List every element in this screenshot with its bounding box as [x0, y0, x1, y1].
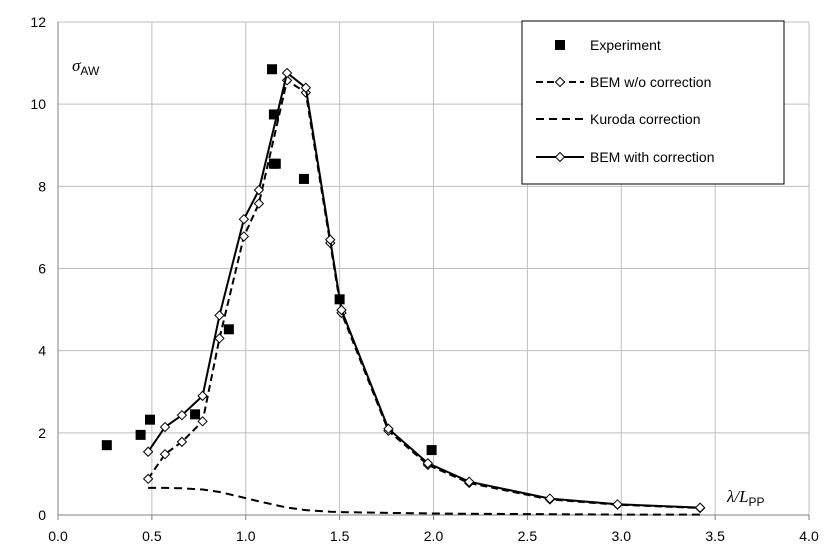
y-axis-label-main: σ	[72, 56, 81, 75]
y-tick-label: 4	[38, 343, 46, 359]
y-axis-label-subscript: AW	[80, 64, 100, 78]
legend-item: Kuroda correction	[536, 111, 701, 127]
series-bem-with-correction	[142, 67, 706, 513]
series-line	[148, 486, 701, 516]
series-point	[612, 499, 623, 510]
x-tick-label: 2.0	[424, 528, 444, 544]
experiment-point	[101, 440, 112, 451]
series-layer	[101, 64, 706, 516]
experiment-point	[223, 324, 234, 335]
legend-label: BEM with correction	[590, 149, 714, 165]
experiment-point	[298, 173, 309, 184]
x-tick-label: 1.5	[330, 528, 350, 544]
legend-item: BEM with correction	[536, 149, 714, 165]
legend-marker	[554, 76, 566, 88]
series-point	[197, 390, 208, 402]
series-point	[253, 198, 265, 209]
experiment-point	[267, 64, 278, 75]
x-axis-label-subscript: PP	[749, 495, 765, 509]
legend-item: BEM w/o correction	[536, 74, 711, 90]
series-point	[176, 436, 188, 448]
legend-label: BEM w/o correction	[590, 74, 711, 90]
series-point	[142, 446, 154, 457]
y-tick-label: 8	[38, 178, 46, 194]
series-point	[463, 476, 475, 487]
experiment-point	[190, 409, 201, 420]
y-tick-label: 12	[30, 14, 46, 30]
legend-marker	[555, 40, 565, 50]
series-point	[281, 67, 293, 79]
y-tick-label: 10	[30, 96, 46, 112]
series-point	[253, 184, 265, 196]
experiment-point	[135, 429, 146, 440]
series-point	[214, 310, 225, 321]
series-kuroda-correction	[148, 486, 701, 516]
experiment-point	[268, 109, 279, 120]
legend-item: Experiment	[555, 37, 661, 53]
legend-label: Kuroda correction	[590, 111, 701, 127]
x-tick-label: 3.5	[705, 528, 725, 544]
series-point	[197, 416, 208, 427]
series-point	[142, 473, 154, 485]
experiment-point	[268, 158, 279, 169]
series-point	[336, 304, 347, 316]
series-point	[383, 423, 394, 434]
series-point	[159, 448, 171, 460]
series-point	[300, 82, 312, 93]
series-point	[544, 493, 556, 504]
y-axis-label: σAW	[72, 56, 100, 78]
x-axis-label: λ/LPP	[726, 487, 765, 509]
experiment-point	[426, 445, 437, 456]
axes: 0 2 4 6 8 10 12 0.0 0.5 1.0 1.5 2.0 2.5 3.0 3.5 4.0	[30, 14, 819, 544]
series-point	[694, 502, 706, 513]
series-point	[325, 234, 336, 245]
series-point	[176, 409, 188, 421]
series-point	[238, 213, 250, 225]
experiment-point	[144, 414, 155, 425]
series-point	[159, 421, 171, 433]
x-tick-label: 3.0	[612, 528, 632, 544]
legend: Experiment BEM w/o correction Kuroda corre…	[521, 20, 785, 185]
y-tick-label: 0	[38, 507, 46, 523]
legend-marker	[554, 151, 566, 163]
x-tick-label: 4.0	[799, 528, 819, 544]
x-tick-label: 1.0	[236, 528, 256, 544]
x-tick-label: 0.0	[48, 528, 68, 544]
legend-label: Experiment	[590, 37, 661, 53]
y-tick-label: 2	[38, 425, 46, 441]
series-point	[422, 458, 434, 469]
x-axis-label-main: λ/L	[726, 487, 749, 506]
y-tick-label: 6	[38, 261, 46, 277]
x-tick-label: 2.5	[518, 528, 538, 544]
x-tick-label: 0.5	[142, 528, 162, 544]
gridlines	[58, 21, 810, 515]
series-point	[214, 333, 225, 344]
